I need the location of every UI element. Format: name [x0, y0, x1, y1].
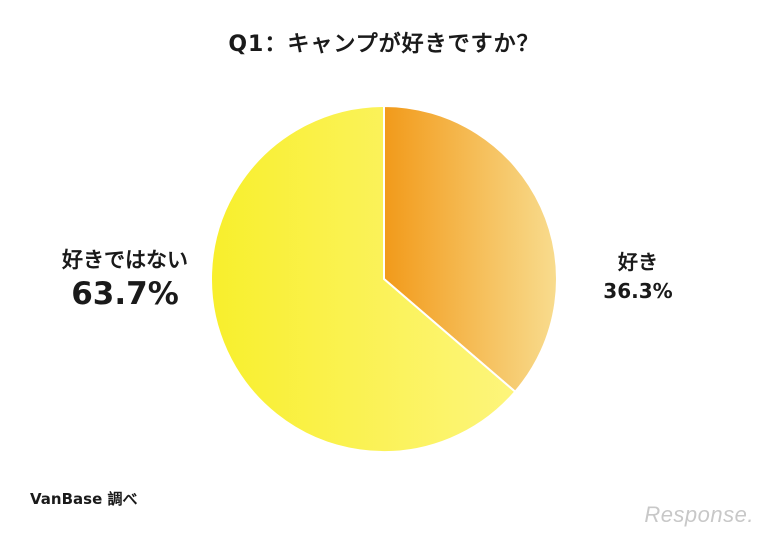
slice-label-suki-dewanai: 好きではない 63.7% [40, 244, 210, 312]
slice-value-label: 63.7% [71, 276, 179, 312]
watermark-logo: Response. [644, 502, 754, 527]
source-note: VanBase 調べ [30, 490, 138, 508]
pie-slice-0 [383, 104, 558, 394]
chart-title: Q1：キャンプが好きですか？ [228, 32, 540, 57]
pie-slice-1 [210, 104, 517, 453]
slice-category-label: 好きではない [62, 248, 188, 272]
slice-label-suki: 好き 36.3% [588, 246, 688, 303]
slice-value-label: 36.3% [603, 279, 673, 303]
slice-category-label: 好き [618, 250, 658, 274]
